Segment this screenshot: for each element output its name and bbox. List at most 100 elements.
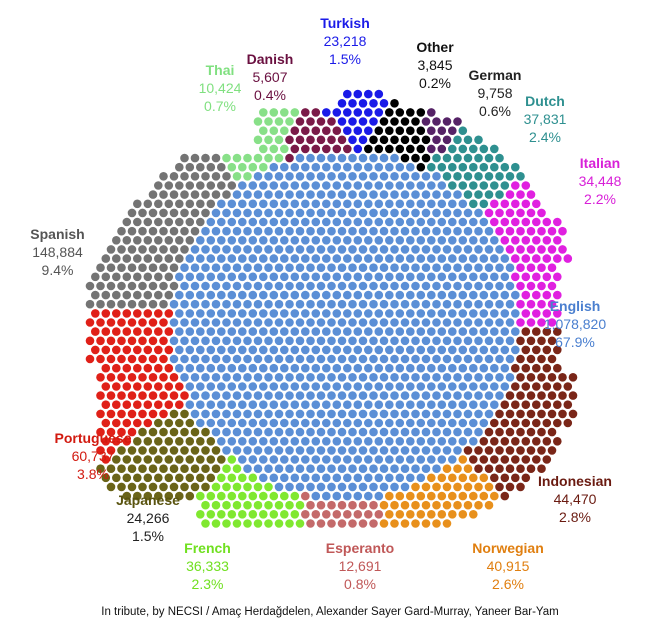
dot-portuguese [148,391,158,400]
dot-english [232,336,242,346]
dot-english [343,309,352,318]
dot-norwegian [490,491,499,501]
dot-english [432,263,441,273]
dot-english [505,318,515,327]
dot-english [295,263,305,273]
dot-english [269,400,279,410]
dot-portuguese [127,373,137,382]
dot-japanese [154,473,163,483]
dot-english [343,217,352,227]
dot-japanese [143,455,153,464]
dot-english [322,345,331,355]
dot-english [295,427,305,437]
dot-english [232,245,242,254]
dot-japanese [106,464,116,474]
dot-norwegian [379,500,389,510]
dot-english [259,345,268,355]
label-thai-count: 10,424 [198,80,242,96]
dot-english [437,199,447,209]
dot-english [337,281,347,291]
dot-spanish [180,245,189,254]
dot-english [411,354,420,364]
dot-english [280,181,289,190]
dot-english [353,491,363,501]
dot-english [222,318,231,327]
dot-french [238,491,247,501]
dot-english [511,327,520,336]
dot-english [259,272,268,282]
dot-english [416,181,426,190]
dot-japanese [143,437,153,446]
dot-italian [537,208,546,218]
dot-portuguese [112,437,121,446]
dot-english [505,336,515,346]
dot-english [490,345,499,355]
dot-norwegian [406,510,415,519]
dot-english [332,363,342,373]
dot-portuguese [101,437,111,446]
dot-english [316,464,326,474]
dot-english [217,363,226,373]
dot-english [427,309,436,318]
dot-portuguese [96,446,105,455]
dot-english [343,181,352,190]
dot-english [316,245,326,254]
dot-english [322,181,331,190]
dot-dutch [453,172,462,181]
dot-other [400,135,410,145]
dot-english [301,473,310,483]
dot-danish [327,117,336,126]
dot-english [400,482,410,492]
dot-english [238,272,247,282]
dot-english [206,382,216,391]
dot-english [358,172,368,181]
label-turkish-name: Turkish [320,15,370,31]
dot-indonesian [495,464,504,474]
label-german-name: German [468,67,522,83]
dot-german [421,117,431,126]
dot-norwegian [442,500,452,510]
dot-spanish [180,208,189,218]
dot-spanish [138,226,147,236]
dot-french [274,500,284,510]
dot-english [243,263,252,273]
dot-italian [516,190,525,199]
dot-english [411,391,420,400]
dot-italian [553,236,562,245]
dot-english [227,327,237,336]
dot-english [400,391,410,400]
dot-dutch [469,162,478,172]
dot-danish [311,126,321,135]
dot-norwegian [385,491,394,501]
dot-other [374,144,384,154]
dot-english [364,181,373,190]
dot-english [453,373,462,382]
dot-english [353,345,363,355]
label-dutch-count: 37,831 [523,111,567,127]
dot-english [432,336,441,346]
dot-esperanto [348,500,357,510]
dot-english [374,455,384,464]
dot-english [474,409,483,419]
dot-indonesian [511,363,520,373]
dot-english [469,400,478,410]
dot-english [269,327,279,336]
dot-english [448,437,457,446]
dot-italian [542,236,552,245]
dot-english [406,236,415,245]
dot-thai [264,153,273,163]
dot-spanish [154,199,163,209]
dot-english [201,391,210,400]
dot-english [500,290,510,300]
dot-portuguese [96,427,105,437]
dot-english [243,391,252,400]
dot-indonesian [516,446,525,455]
dot-english [264,354,273,364]
dot-english [484,373,494,382]
dot-english [311,254,321,263]
dot-english [400,172,410,181]
dot-english [222,336,231,346]
dot-english [232,263,242,273]
dot-english [369,391,378,400]
dot-norwegian [469,491,478,501]
